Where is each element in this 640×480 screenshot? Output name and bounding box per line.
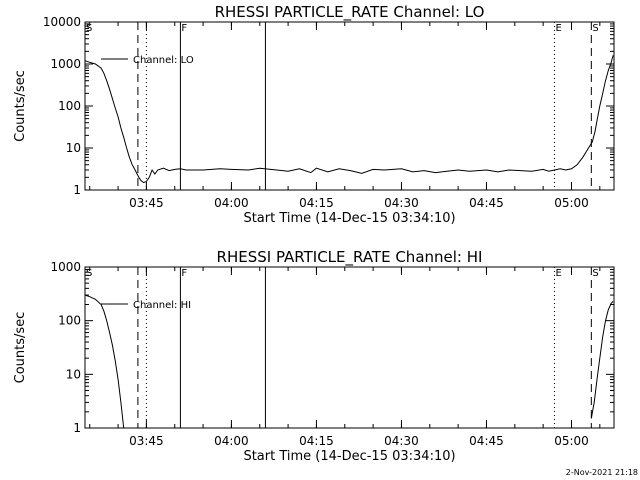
panel-2-y-tick-label: 1000: [50, 260, 81, 274]
panel-1-x-tick-label: 04:00: [214, 196, 249, 210]
panel-1-event-marker-label: F: [181, 23, 187, 34]
panel-2-event-marker-label: E: [555, 268, 561, 279]
panel-1-x-axis-label: Start Time (14-Dec-15 03:34:10): [243, 211, 455, 226]
panel-1-series-line: [85, 55, 614, 184]
panel-2-x-axis-label: Start Time (14-Dec-15 03:34:10): [243, 449, 455, 464]
panel-2-event-marker-label: S: [592, 268, 598, 279]
panel-1-y-tick-label: 10000: [43, 15, 81, 29]
panel-2-axes-frame: [84, 266, 615, 429]
panel-2-x-tick-label: 03:45: [129, 434, 164, 448]
panel-1-y-tick-label: 100: [58, 99, 81, 113]
panel-1-y-axis-label: Counts/sec: [13, 70, 28, 142]
panel-2-y-tick-label: 10: [66, 367, 81, 381]
panel-2-y-tick-label: 1: [73, 421, 81, 435]
panel-1-x-tick-label: 05:00: [554, 196, 589, 210]
panel-1-legend-label: Channel: LO: [133, 55, 194, 66]
panel-1-y-tick-label: 10: [66, 141, 81, 155]
panel-1-y-tick-label: 1000: [50, 57, 81, 71]
panel-1-event-marker-label: S: [86, 23, 92, 34]
panel-2-x-tick-label: 04:00: [214, 434, 249, 448]
panel-1-title: RHESSI PARTICLE_RATE Channel: LO: [215, 3, 485, 22]
panel-2-legend-label: Channel: HI: [133, 300, 191, 311]
panel-1-event-marker-label: E: [555, 23, 561, 34]
panel-1-x-tick-label: 03:45: [129, 196, 164, 210]
panel-2-series-line: [85, 294, 614, 428]
generated-timestamp: 2-Nov-2021 21:18: [566, 468, 638, 477]
panel-1-x-tick-label: 04:15: [299, 196, 334, 210]
panel-1-x-tick-label: 04:30: [384, 196, 419, 210]
panel-1-axes-frame: [84, 21, 615, 191]
panel-2-y-axis-label: Counts/sec: [13, 312, 28, 384]
panel-2-event-marker-label: F: [181, 268, 187, 279]
panel-1-x-tick-label: 04:45: [469, 196, 504, 210]
panel-1-y-tick-label: 1: [73, 183, 81, 197]
panel-1-event-marker-label: S: [592, 23, 598, 34]
panel-2-x-tick-label: 04:45: [469, 434, 504, 448]
panel-2-title: RHESSI PARTICLE_RATE Channel: HI: [217, 248, 483, 267]
panel-2-x-tick-label: 04:30: [384, 434, 419, 448]
panel-2-x-tick-label: 04:15: [299, 434, 334, 448]
panel-2-x-tick-label: 05:00: [554, 434, 589, 448]
panel-2-event-marker-label: S: [86, 268, 92, 279]
panel-2-y-tick-label: 100: [58, 314, 81, 328]
